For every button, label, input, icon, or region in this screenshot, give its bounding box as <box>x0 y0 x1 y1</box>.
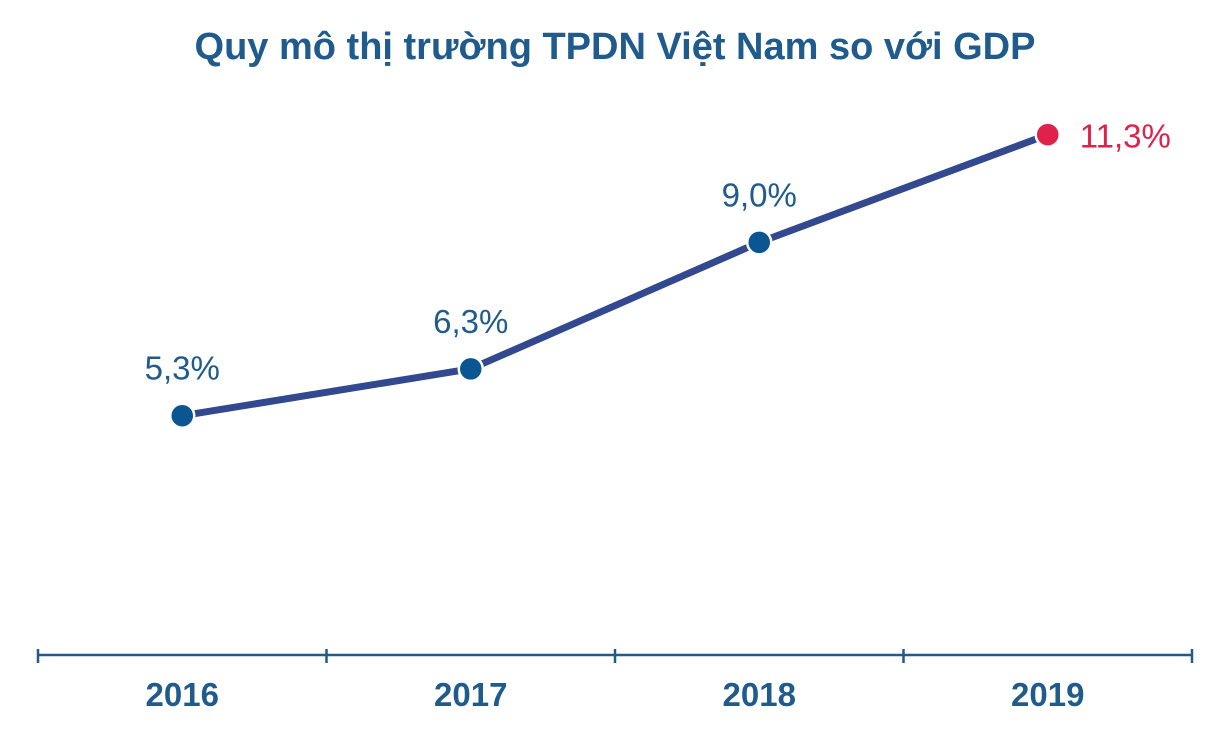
data-points <box>169 121 1061 429</box>
data-label-2016: 5,3% <box>145 350 220 387</box>
series-line <box>178 131 1052 420</box>
x-tick-label-2016: 2016 <box>146 676 219 713</box>
data-point-2018 <box>746 229 773 256</box>
data-label-2017: 6,3% <box>433 303 508 340</box>
chart-title: Quy mô thị trường TPDN Việt Nam so với G… <box>194 26 1036 68</box>
data-label-2019: 11,3% <box>1080 118 1171 155</box>
x-tick-label-2019: 2019 <box>1011 676 1084 713</box>
data-point-2016 <box>169 402 196 429</box>
x-tick-label-2018: 2018 <box>723 676 796 713</box>
data-label-2018: 9,0% <box>722 176 797 213</box>
x-tick-label-2017: 2017 <box>434 676 507 713</box>
data-point-2017 <box>457 355 484 383</box>
series-line-group <box>178 131 1052 420</box>
data-labels: 5,3% 6,3% 9,0% 11,3% <box>145 118 1171 387</box>
x-tick-labels: 2016 2017 2018 2019 <box>146 676 1085 713</box>
x-axis <box>36 649 1194 663</box>
data-point-2019 <box>1034 121 1061 148</box>
